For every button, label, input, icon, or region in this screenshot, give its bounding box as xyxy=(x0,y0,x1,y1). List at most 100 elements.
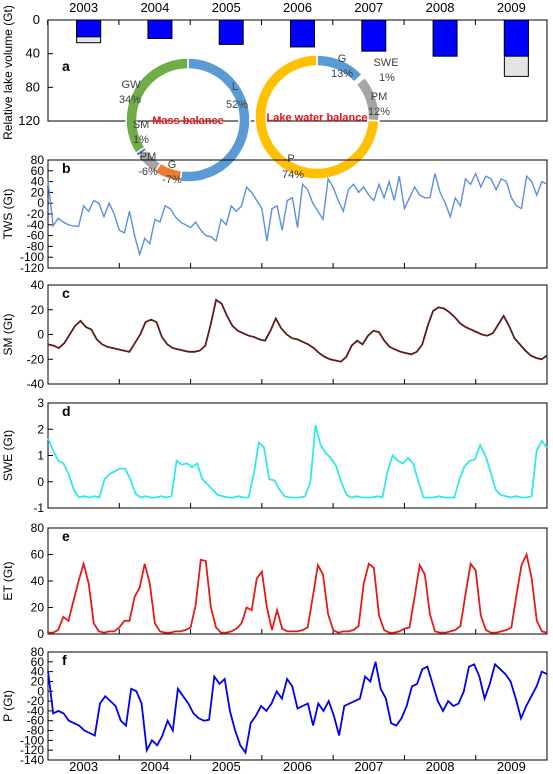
panel-d-ytick-label: 0 xyxy=(37,475,44,489)
panel-c-series-line xyxy=(47,298,548,363)
panel-e-series-line xyxy=(48,551,548,634)
panel-b-ytick-label: -40 xyxy=(27,218,45,232)
top-year-label: 2003 xyxy=(69,0,98,15)
bar-blue xyxy=(290,19,315,48)
panel-a-letter: a xyxy=(62,58,70,74)
pie2-title: Lake water balance xyxy=(267,112,368,124)
panel-c-ytick-label: -40 xyxy=(27,377,45,391)
panel-c-ytick-label: 0 xyxy=(37,328,44,342)
panel-f-ytick-label: 0 xyxy=(37,684,44,698)
panel-f-series-line xyxy=(47,661,548,755)
panel-c-letter: c xyxy=(62,285,70,301)
pie2-slice xyxy=(254,54,380,180)
panel-e-letter: e xyxy=(62,528,70,544)
panel-f-ytick-label: -120 xyxy=(20,743,44,757)
panel-b-ytick-label: 20 xyxy=(31,185,45,199)
bottom-year-label: 2008 xyxy=(426,759,455,774)
panel-f-frame xyxy=(47,651,548,761)
panel-b-ytick-label: 80 xyxy=(31,153,45,167)
panel-e-ytick-label: 20 xyxy=(31,601,45,615)
panel-f-ytick-label: 40 xyxy=(31,665,45,679)
panel-f-ytick-label: -100 xyxy=(20,733,44,747)
pie2-slice-pct: 74% xyxy=(282,169,304,181)
pie1-slice-pct: 52% xyxy=(226,99,248,111)
panel-d-frame xyxy=(47,402,548,509)
panel-d-ytick-label: 1 xyxy=(37,449,44,463)
panel-f-ytick-label: -60 xyxy=(27,714,45,728)
panel-c-frame xyxy=(47,284,548,385)
bottom-year-label: 2003 xyxy=(69,759,98,774)
panel-f-ytick-label: -20 xyxy=(27,694,45,708)
panel-a-ylabel: Relative lake volume (Gt) xyxy=(1,5,15,140)
panel-c-ytick-label: 40 xyxy=(31,278,45,292)
panel-d-series-line xyxy=(47,425,548,499)
panel-a-ytick-label: 40 xyxy=(26,46,40,61)
panel-c-ylabel: SM (Gt) xyxy=(1,314,15,356)
panel-b-ytick-label: -60 xyxy=(27,229,45,243)
panel-b-ytick-label: 0 xyxy=(37,196,44,210)
panel-b-ytick-label: -80 xyxy=(27,239,45,253)
panel-b-ytick-label: 60 xyxy=(31,164,45,178)
bottom-year-label: 2005 xyxy=(212,759,241,774)
pie1-title: Mass balance xyxy=(152,115,224,127)
panel-d-ytick-label: 2 xyxy=(37,422,44,436)
panel-f-ylabel: P (Gt) xyxy=(1,690,15,722)
panel-d-ytick-label: -1 xyxy=(33,501,44,515)
panel-e-ytick-label: 80 xyxy=(31,521,45,535)
panel-b-letter: b xyxy=(62,160,71,176)
panel-b-ytick-label: -120 xyxy=(20,261,44,275)
panel-e-ylabel: ET (Gt) xyxy=(1,561,15,600)
panel-d-ytick-label: 3 xyxy=(37,396,44,410)
panel-e-ytick-label: 40 xyxy=(31,574,45,588)
pie1-slice-pct: -6% xyxy=(138,166,158,178)
bar-blue xyxy=(361,19,387,52)
panel-e-ytick-label: 0 xyxy=(37,627,44,641)
pie1-slice-label: SM xyxy=(133,119,150,131)
top-year-label: 2004 xyxy=(140,0,169,15)
pie1-slice-pct: -7% xyxy=(162,174,182,186)
pie1-slice-label: G xyxy=(168,159,177,171)
pie1-slice-pct: 1% xyxy=(133,134,149,146)
panel-a-ytick-label: 120 xyxy=(18,113,40,128)
panel-b-ytick-label: 40 xyxy=(31,175,45,189)
pie1-slice xyxy=(125,57,189,155)
bar-blue xyxy=(147,19,173,40)
top-year-label: 2006 xyxy=(283,0,312,15)
panel-f-ytick-label: -140 xyxy=(20,753,44,767)
bottom-year-label: 2007 xyxy=(354,759,383,774)
panel-e-ytick-label: 60 xyxy=(31,548,45,562)
panel-b-series-line xyxy=(47,171,548,258)
pie2-slice-pct: 12% xyxy=(368,106,390,118)
pie1-slice-label: GW xyxy=(122,79,142,91)
panel-f-ytick-label: -40 xyxy=(27,704,45,718)
pie1-slice-label: L xyxy=(232,81,238,93)
pie2-slice-label: P xyxy=(287,153,294,165)
panel-f-ytick-label: 80 xyxy=(31,645,45,659)
pie2-slice-label: G xyxy=(338,53,347,65)
bottom-year-label: 2006 xyxy=(283,759,312,774)
top-year-label: 2007 xyxy=(354,0,383,15)
panel-a-ytick-label: 80 xyxy=(26,79,40,94)
panel-e-frame xyxy=(47,527,548,635)
panel-f-letter: f xyxy=(62,652,67,668)
panel-f-ytick-label: 60 xyxy=(31,655,45,669)
panel-f-ytick-label: -80 xyxy=(27,724,45,738)
bottom-year-label: 2004 xyxy=(140,759,169,774)
bar-blue xyxy=(432,19,458,57)
panel-a-ytick-label: 0 xyxy=(33,12,40,27)
pie2-slice-label: PM xyxy=(371,91,388,103)
pie1-slice-pct: 34% xyxy=(119,94,141,106)
pie2-slice-pct: 13% xyxy=(331,68,353,80)
pie1-slice-label: PM xyxy=(140,151,157,163)
pie2-slice-label: SWE xyxy=(373,57,398,69)
panel-c-ytick-label: 20 xyxy=(31,303,45,317)
bar-blue xyxy=(218,19,244,45)
bottom-year-label: 2009 xyxy=(497,759,526,774)
panel-c-ytick-label: -20 xyxy=(27,352,45,366)
top-year-label: 2009 xyxy=(497,0,526,15)
bar-blue xyxy=(503,19,529,57)
top-year-label: 2005 xyxy=(212,0,241,15)
panel-d-ylabel: SWE (Gt) xyxy=(1,430,15,481)
pie2-slice-pct: 1% xyxy=(379,72,395,84)
